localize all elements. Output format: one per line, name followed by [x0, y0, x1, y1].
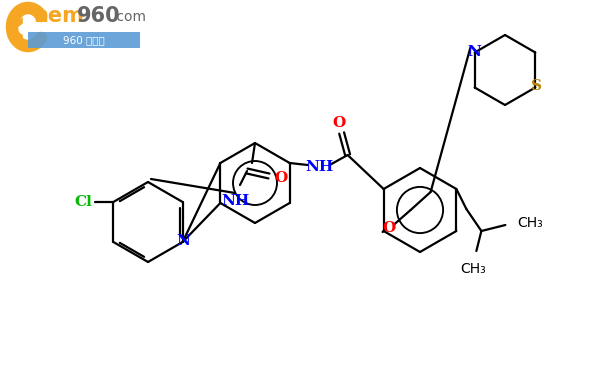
Text: hem: hem	[33, 6, 84, 26]
Text: NH: NH	[306, 160, 334, 174]
Text: N: N	[468, 45, 482, 60]
Text: CH₃: CH₃	[517, 216, 543, 230]
Text: O: O	[332, 116, 345, 130]
Text: 960: 960	[77, 6, 120, 26]
Text: O: O	[275, 171, 287, 185]
Text: NH: NH	[221, 194, 249, 208]
Text: S: S	[531, 80, 542, 93]
Text: CH₃: CH₃	[460, 262, 486, 276]
Text: N: N	[177, 234, 191, 248]
Text: 960 化工网: 960 化工网	[63, 35, 105, 45]
Text: ‹: ‹	[6, 5, 28, 57]
Bar	[28, 32, 140, 48]
Text: .com: .com	[112, 10, 146, 24]
Text: Cl: Cl	[74, 195, 93, 209]
Text: O: O	[382, 221, 395, 235]
